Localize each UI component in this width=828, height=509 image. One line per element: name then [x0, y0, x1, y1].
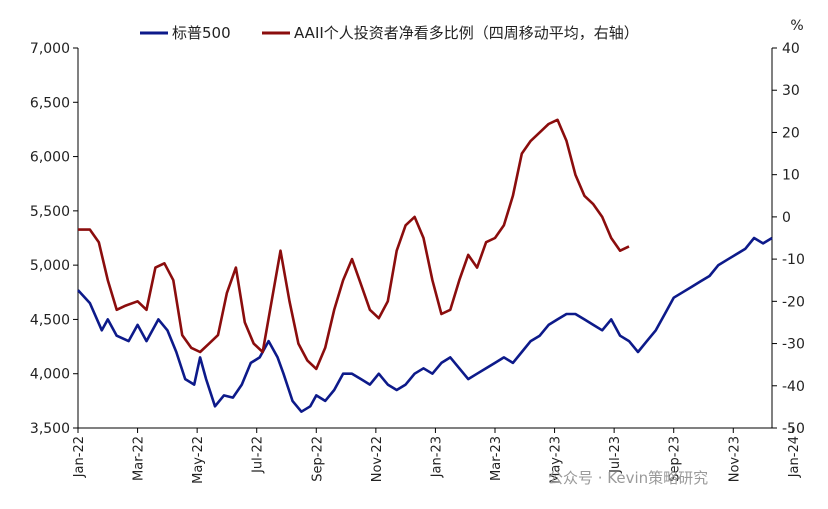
x-tick-label: May-22 [191, 436, 206, 484]
y-right-tick-label: -10 [782, 252, 805, 268]
x-tick-label: Sep-23 [668, 436, 683, 482]
legend: 标普500 AAII个人投资者净看多比例（四周移动平均，右轴） [140, 24, 639, 42]
x-tick-label: Nov-23 [727, 436, 742, 482]
y-right-tick-label: -20 [782, 294, 805, 310]
y-right-tick-label: 30 [782, 83, 800, 99]
y-left-tick-label: 3,500 [30, 421, 70, 437]
y-right-tick-label: 0 [782, 210, 791, 226]
legend-label-sp500: 标普500 [172, 24, 231, 42]
legend-label-aaii: AAII个人投资者净看多比例（四周移动平均，右轴） [294, 24, 639, 42]
series-group [77, 118, 773, 414]
y-left-tick-label: 6,000 [30, 150, 70, 166]
y-left-tick-label: 7,000 [30, 41, 70, 57]
y-right-tick-label: 20 [782, 125, 800, 141]
x-ticks: Jan-22 Mar-22 May-22 Jul-22 Sep-22 Nov-22 Jan-… [72, 428, 802, 484]
x-tick-label: Jan-22 [72, 436, 87, 478]
y-left-tick-label: 6,500 [30, 95, 70, 111]
y-right-tick-label: -30 [782, 337, 805, 353]
y-right-tick-label: -50 [782, 421, 805, 437]
y-left-tick-label: 5,500 [30, 204, 70, 220]
right-axis-unit: % [790, 18, 803, 34]
x-tick-label: Jan-23 [429, 436, 444, 478]
y-right-tick-label: -40 [782, 379, 805, 395]
y-left-ticks: 3,500 4,000 4,500 5,000 5,500 6,000 6,500 7,000 [30, 41, 78, 437]
x-tick-label: Jul-23 [608, 436, 623, 474]
x-tick-label: Mar-23 [489, 436, 504, 481]
y-right-tick-label: 40 [782, 41, 800, 57]
x-tick-label: Mar-22 [132, 436, 147, 481]
x-tick-label: Nov-22 [370, 436, 385, 482]
x-tick-label: May-23 [549, 436, 564, 484]
x-tick-label: Jul-22 [251, 436, 266, 474]
aaii-line [78, 118, 630, 371]
y-right-ticks: -50 -40 -30 -20 -10 0 10 20 30 40 [772, 41, 805, 437]
x-tick-label: Sep-22 [310, 436, 325, 482]
y-left-tick-label: 4,500 [30, 312, 70, 328]
y-left-tick-label: 4,000 [30, 367, 70, 383]
x-tick-label: Jan-24 [787, 436, 802, 478]
y-right-tick-label: 10 [782, 168, 800, 184]
y-left-tick-label: 5,000 [30, 258, 70, 274]
watermark: 公众号 · Kevin策略研究 [548, 469, 708, 487]
sp500-line [77, 236, 773, 414]
